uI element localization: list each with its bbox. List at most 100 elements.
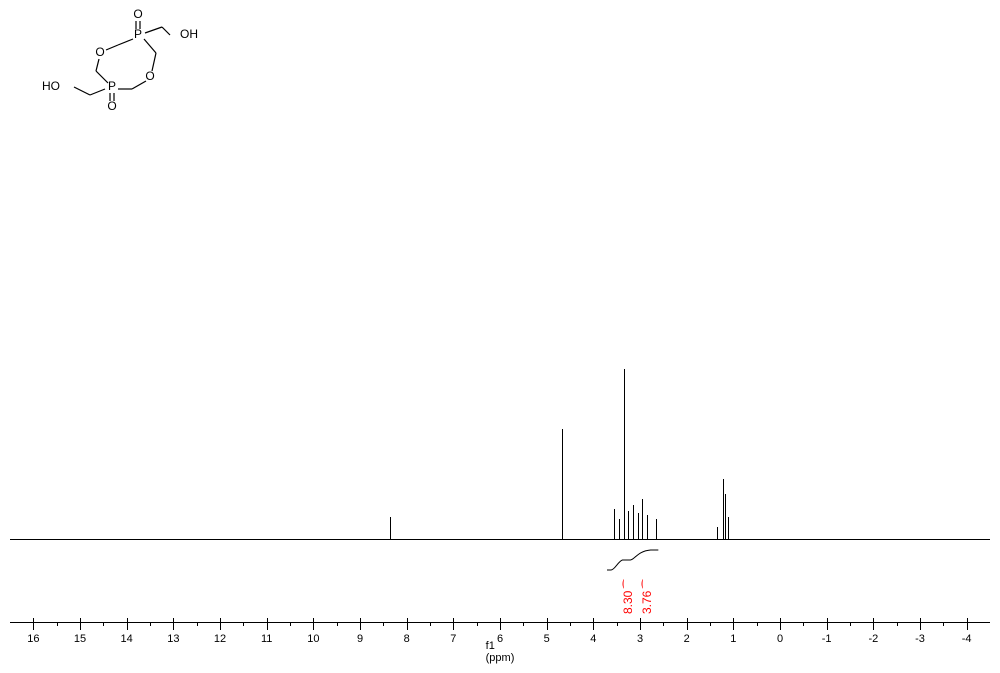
- axis-tick-up: [173, 618, 174, 622]
- axis-tick-major: [640, 622, 641, 630]
- axis-tick-up: [780, 618, 781, 622]
- svg-text:P: P: [134, 27, 142, 41]
- nmr-peak: [642, 499, 643, 539]
- axis-tick-minor: [523, 622, 524, 626]
- axis-tick-minor: [850, 622, 851, 626]
- axis-tick-major: [547, 622, 548, 630]
- axis-tick-minor: [243, 622, 244, 626]
- integration-value: 3.76 ⁀: [640, 580, 654, 614]
- axis-tick-major: [967, 622, 968, 630]
- nmr-peak: [562, 429, 563, 539]
- axis-tick-up: [33, 618, 34, 622]
- nmr-peak: [624, 369, 625, 539]
- axis-title: f1 (ppm): [486, 640, 515, 664]
- axis-tick-up: [127, 618, 128, 622]
- svg-text:O: O: [95, 45, 104, 59]
- axis-tick-up: [827, 618, 828, 622]
- axis-tick-major: [407, 622, 408, 630]
- axis-tick-major: [920, 622, 921, 630]
- axis-tick-minor: [383, 622, 384, 626]
- axis-tick-minor: [897, 622, 898, 626]
- axis-tick-up: [313, 618, 314, 622]
- axis-tick-up: [267, 618, 268, 622]
- nmr-peak: [647, 515, 648, 539]
- axis-tick-label: 16: [27, 633, 39, 645]
- axis-tick-up: [920, 618, 921, 622]
- axis-tick-major: [873, 622, 874, 630]
- axis-tick-minor: [477, 622, 478, 626]
- axis-tick-minor: [197, 622, 198, 626]
- axis-tick-minor: [290, 622, 291, 626]
- axis-tick-label: 0: [777, 633, 783, 645]
- axis-tick-up: [593, 618, 594, 622]
- axis-tick-major: [220, 622, 221, 630]
- axis-tick-label: 11: [261, 633, 272, 645]
- axis-tick-label: -2: [868, 633, 878, 645]
- axis-tick-up: [733, 618, 734, 622]
- axis-tick-up: [687, 618, 688, 622]
- axis-tick-minor: [57, 622, 58, 626]
- axis-tick-major: [80, 622, 81, 630]
- axis-tick-major: [453, 622, 454, 630]
- axis-tick-label: 3: [637, 633, 643, 645]
- axis-tick-major: [593, 622, 594, 630]
- axis-tick-minor: [570, 622, 571, 626]
- axis-tick-minor: [150, 622, 151, 626]
- axis-tick-minor: [430, 622, 431, 626]
- axis-tick-label: 2: [684, 633, 690, 645]
- nmr-peak: [656, 519, 657, 539]
- axis-tick-up: [873, 618, 874, 622]
- svg-text:OH: OH: [180, 27, 198, 41]
- integration-value: 8.30 ⁀: [621, 580, 635, 614]
- svg-text:O: O: [107, 99, 116, 113]
- axis-tick-label: 14: [121, 633, 133, 645]
- axis-tick-label: 7: [450, 633, 456, 645]
- axis-tick-up: [360, 618, 361, 622]
- nmr-peak: [619, 519, 620, 539]
- axis-tick-minor: [663, 622, 664, 626]
- axis-tick-up: [220, 618, 221, 622]
- svg-text:HO: HO: [42, 79, 60, 93]
- nmr-peak: [725, 494, 726, 539]
- axis-tick-label: 8: [404, 633, 410, 645]
- axis-tick-major: [267, 622, 268, 630]
- svg-text:O: O: [145, 69, 154, 83]
- axis-tick-label: 4: [590, 633, 596, 645]
- nmr-peak: [614, 509, 615, 539]
- svg-text:O: O: [133, 7, 142, 21]
- axis-tick-up: [547, 618, 548, 622]
- axis-tick-minor: [103, 622, 104, 626]
- nmr-peak: [717, 527, 718, 539]
- axis-tick-up: [640, 618, 641, 622]
- nmr-peak: [728, 517, 729, 539]
- spectrum-baseline: [10, 539, 990, 540]
- axis-tick-major: [733, 622, 734, 630]
- axis-tick-label: 10: [307, 633, 319, 645]
- axis-tick-major: [780, 622, 781, 630]
- axis-tick-label: -1: [822, 633, 832, 645]
- axis-tick-minor: [803, 622, 804, 626]
- nmr-peak: [628, 511, 629, 539]
- nmr-peak: [638, 513, 639, 539]
- axis-tick-major: [127, 622, 128, 630]
- axis-tick-major: [687, 622, 688, 630]
- axis-tick-major: [173, 622, 174, 630]
- axis-tick-label: 15: [74, 633, 86, 645]
- chemical-structure: OPOOPOOHHO: [30, 5, 190, 115]
- nmr-peak: [633, 505, 634, 539]
- figure-canvas: OPOOPOOHHO 8.30 ⁀3.76 ⁀ 1615141312111098…: [0, 0, 1000, 673]
- axis-tick-minor: [617, 622, 618, 626]
- axis-tick-minor: [710, 622, 711, 626]
- axis-tick-up: [500, 618, 501, 622]
- nmr-peak: [723, 479, 724, 539]
- axis-tick-label: 13: [167, 633, 179, 645]
- axis-tick-up: [967, 618, 968, 622]
- axis-tick-up: [407, 618, 408, 622]
- axis-tick-minor: [757, 622, 758, 626]
- axis-tick-label: -3: [915, 633, 925, 645]
- axis-tick-label: 1: [730, 633, 736, 645]
- axis-tick-major: [500, 622, 501, 630]
- axis-tick-major: [313, 622, 314, 630]
- axis-tick-up: [80, 618, 81, 622]
- svg-text:P: P: [108, 79, 116, 93]
